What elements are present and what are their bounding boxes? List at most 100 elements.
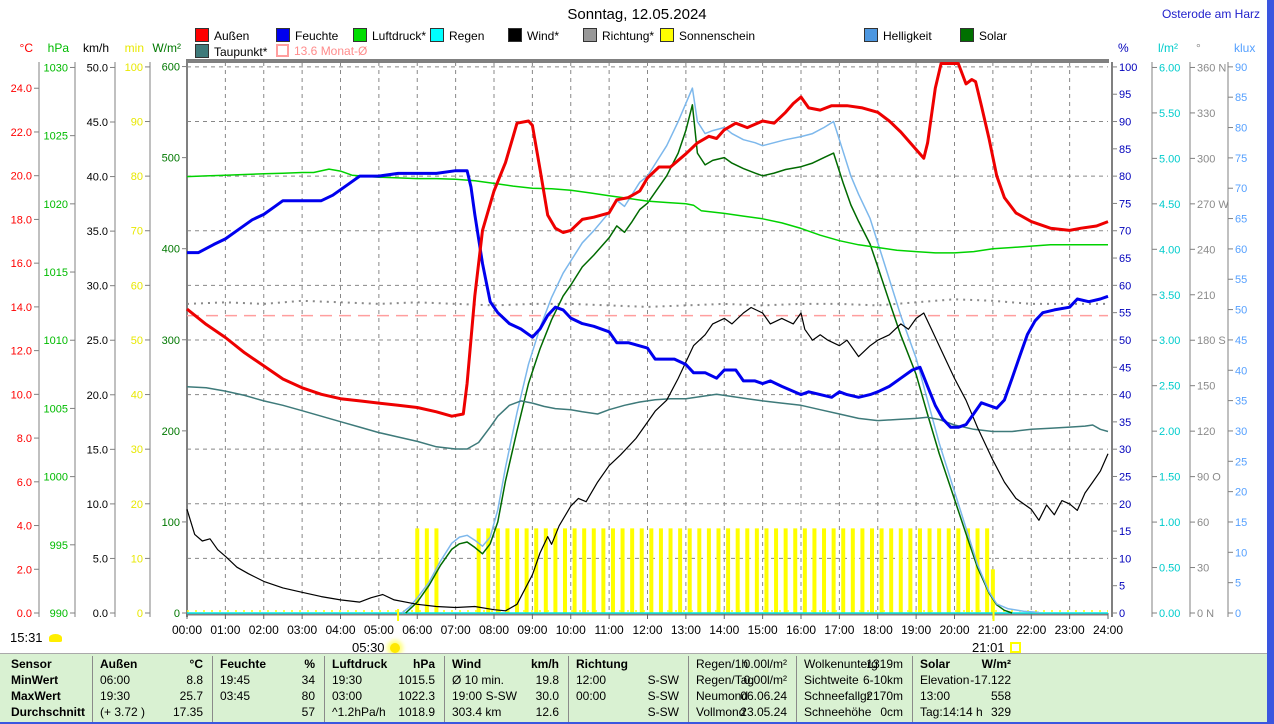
axis-tick-label: 40 (131, 390, 143, 402)
sunshine-bar (927, 528, 932, 613)
axis-tick-label: 40 (1235, 365, 1247, 377)
table-cell-label: (+ 3.72 ) (100, 705, 146, 719)
legend-swatch (276, 44, 289, 57)
axis-tick-label: 20.0 (87, 390, 108, 402)
axis-tick-label: 50.0 (87, 62, 108, 74)
axis-tick-label: 55 (1119, 308, 1131, 320)
window-border-right (1267, 0, 1274, 724)
table-cell-value: W/m² (981, 657, 1011, 671)
table-cell-label: 00:00 (576, 689, 607, 703)
axis-tick-label: 360 N (1197, 62, 1226, 74)
axis-tick-label: 90 (1235, 62, 1247, 74)
sunshine-bar (822, 528, 827, 613)
axis-tick-label: 10 (1119, 553, 1131, 565)
legend-item: Richtung* (583, 28, 654, 43)
table-row: Neumond 06.06.24 (689, 688, 793, 704)
x-tick-label: 05:00 (364, 623, 394, 637)
axis-unit-deg: ° (1196, 41, 1201, 55)
table-row: 19:30 25.7 (93, 688, 209, 704)
table-cell-label: Regen/1h (696, 657, 749, 671)
axis-unit-temp: °C (20, 41, 34, 55)
x-tick-label: 00:00 (172, 623, 202, 637)
x-tick-label: 13:00 (671, 623, 701, 637)
table-cell-value: 30.0 (535, 689, 559, 703)
table-cell-value: S-SW (647, 673, 679, 687)
table-cell-label: Ø 10 min. (452, 673, 505, 687)
table-cell-label: 303.4 km (452, 705, 502, 719)
table-header-row: Solar W/m² (913, 656, 1017, 672)
current-time: 15:31 (10, 630, 62, 645)
axis-tick-label: 1020 (44, 199, 68, 211)
axis-tick-label: 25.0 (87, 335, 108, 347)
sunset-marker: 21:01 (972, 640, 1021, 655)
axis-tick-label: 10 (1235, 547, 1247, 559)
axis-tick-label: 6.00 (1159, 62, 1180, 74)
table-row: Vollmond 23.05.24 (689, 704, 793, 720)
axis-tick-label: 500 (162, 153, 180, 165)
axis-tick-label: 60 (1235, 244, 1247, 256)
page-title: Sonntag, 12.05.2024 (567, 6, 707, 23)
axis-tick-label: 120 (1197, 426, 1215, 438)
axis-tick-label: 20 (1119, 499, 1131, 511)
x-tick-label: 01:00 (210, 623, 240, 637)
axis-tick-label: 5 (1235, 578, 1241, 590)
axis-tick-label: 150 (1197, 381, 1215, 393)
axis-tick-label: 30.0 (87, 281, 108, 293)
table-column: Richtung 12:00 S-SW 00:00 S-SW S-SW (568, 656, 685, 722)
table-row: MinWert (4, 672, 88, 688)
sunshine-bar (424, 528, 429, 613)
axis-tick-label: 25 (1235, 456, 1247, 468)
axis-tick-label: 100 (125, 62, 143, 74)
axis-unit-kmh: km/h (83, 41, 109, 55)
axis-tick-label: 1015 (44, 267, 68, 279)
axis-tick-label: 45 (1119, 362, 1131, 374)
sunrise-marker: 05:30 (352, 640, 400, 655)
axis-tick-label: 70 (131, 226, 143, 238)
table-cell-value: 6-10km (862, 673, 903, 687)
table-cell-label: Elevation (920, 673, 970, 687)
sunshine-bar (706, 528, 711, 613)
legend-label: Wind* (527, 29, 560, 43)
table-row: Schneehöhe 0cm (797, 704, 909, 720)
table-cell-label: MaxWert (11, 689, 61, 703)
legend-item: Helligkeit (864, 28, 932, 43)
axis-tick-label: 15 (1235, 517, 1247, 529)
axis-tick-label: 60 (131, 280, 143, 292)
legend-item: Sonnenschein (660, 28, 755, 43)
axis-tick-label: 70 (1235, 183, 1247, 195)
x-tick-label: 15:00 (748, 623, 778, 637)
axis-tick-label: 0 (137, 608, 143, 620)
sunshine-bar (879, 528, 884, 613)
legend-item: Feuchte (276, 28, 338, 43)
x-tick-label: 08:00 (479, 623, 509, 637)
axis-tick-label: 0 (1119, 608, 1125, 620)
table-cell-label: 19:00 (452, 689, 483, 703)
table-cell-label: MinWert (11, 673, 59, 687)
table-cell-label: Wind (452, 657, 482, 671)
sunshine-bar (783, 528, 788, 613)
axis-tick-label: 100 (1119, 62, 1137, 74)
table-row: 03:45 80 (213, 688, 321, 704)
axis-tick-label: 55 (1235, 274, 1247, 286)
table-cell-label: Schneehöhe (804, 705, 872, 719)
table-row: S-SW (569, 704, 685, 720)
axis-tick-label: 1005 (44, 403, 68, 415)
axis-unit-min: min (125, 41, 144, 55)
axis-tick-label: 1000 (44, 472, 68, 484)
axis-tick-label: 4.50 (1159, 199, 1180, 211)
sunshine-bar (745, 528, 750, 613)
sunshine-bar (831, 528, 836, 613)
axis-tick-label: 3.00 (1159, 335, 1180, 347)
sunshine-bar (802, 528, 807, 613)
axis-tick-label: 85 (1235, 92, 1247, 104)
table-row: 303.4 km 12.6 (445, 704, 565, 720)
table-cell-value: 1022.3 (398, 689, 435, 703)
axis-tick-label: 0.0 (17, 608, 32, 620)
series-aussen (186, 62, 1109, 418)
sunshine-bar (917, 528, 922, 613)
axis-unit-hpa: hPa (48, 41, 70, 55)
table-column: Luftdruck hPa 19:30 1015.5 03:00 1022.3 ^1.2hP… (324, 656, 441, 722)
window-border-bottom (0, 722, 1274, 724)
sunshine-bar (726, 528, 731, 613)
